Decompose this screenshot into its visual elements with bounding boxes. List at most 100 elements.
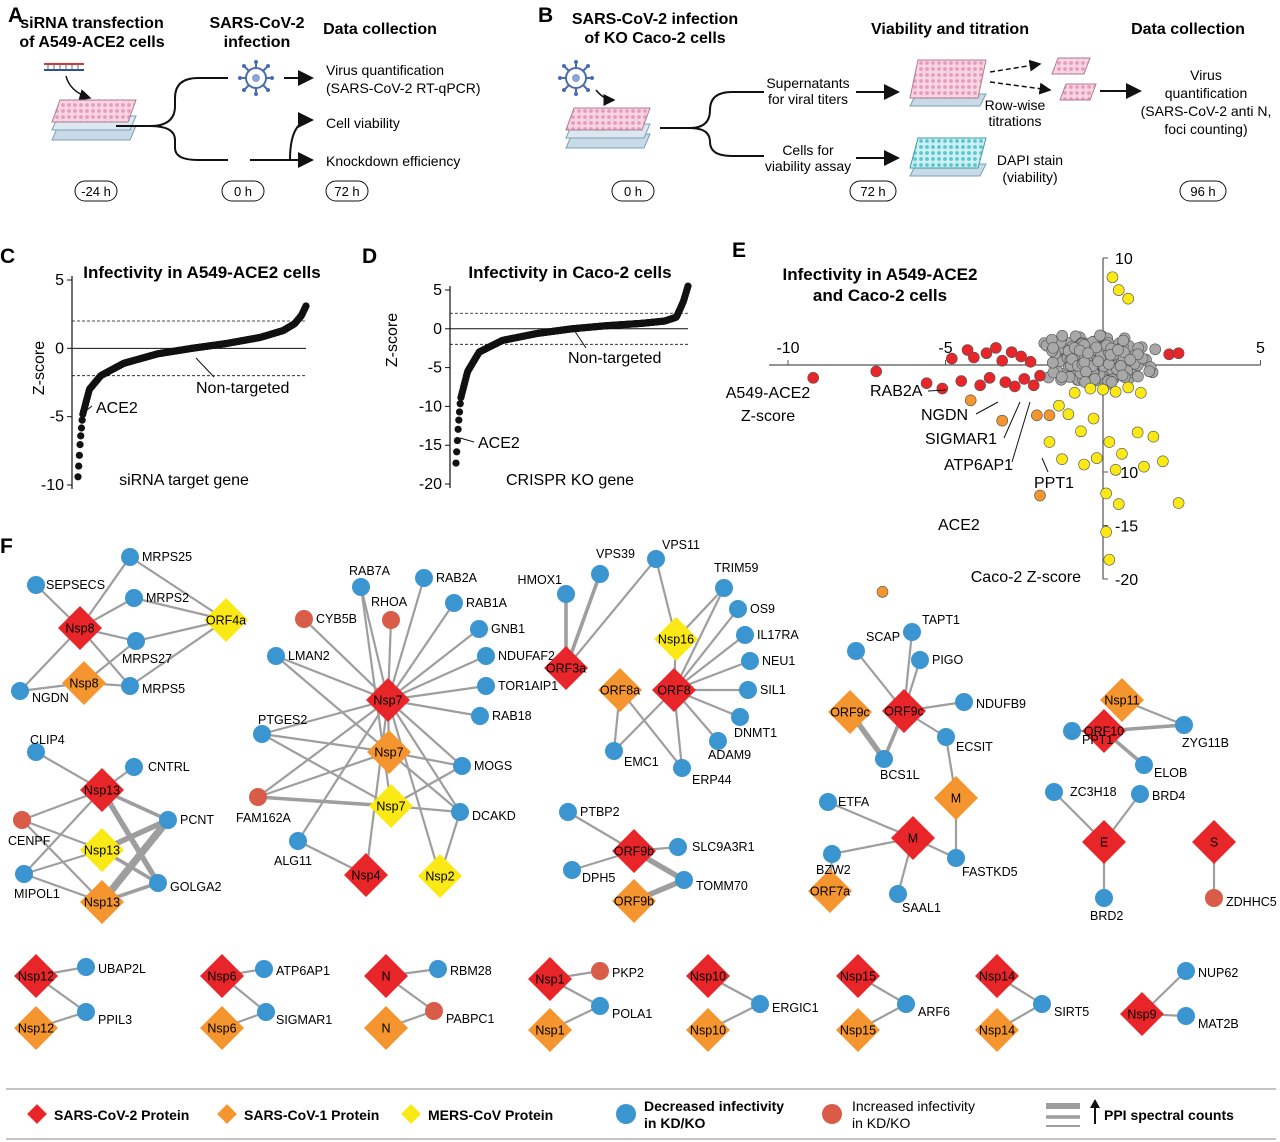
edge-sars2_nsp7-sars2_nsp4 xyxy=(364,699,390,876)
node-emc1: EMC1 xyxy=(605,742,659,769)
yellow-point xyxy=(1112,498,1125,510)
host-gene-circle xyxy=(11,682,29,700)
protein-diamond xyxy=(62,661,106,705)
node-il17ra: IL17RA xyxy=(736,626,799,644)
edge-sars2_nsp7-GNB1 xyxy=(387,628,480,701)
titration-plate-icon xyxy=(909,59,987,107)
host-gene-label: RAB1A xyxy=(466,596,508,610)
host-gene-label: MRPS27 xyxy=(122,652,172,666)
panel-b-step3: Data collection xyxy=(1131,21,1245,38)
host-gene-label: ZDHHC5 xyxy=(1226,895,1277,909)
chart-d-ylabel: Z-score xyxy=(384,313,401,367)
host-gene-label: MRPS25 xyxy=(142,550,192,564)
grey-point xyxy=(1056,371,1068,383)
red-point xyxy=(1034,369,1046,382)
node-sars2_nsp12: Nsp12 xyxy=(14,954,58,998)
red-point xyxy=(990,342,1002,354)
host-gene-circle xyxy=(559,803,577,821)
protein-label: ORF4a xyxy=(206,614,246,628)
host-gene-label: BRD4 xyxy=(1152,789,1185,803)
node-mogs: MOGS xyxy=(453,757,512,775)
host-gene-circle xyxy=(1131,785,1149,803)
yellow-point xyxy=(1172,497,1185,509)
grey-point xyxy=(1080,365,1092,378)
node-sars1_nsp11: Nsp11 xyxy=(1100,678,1144,722)
node-nup62: NUP62 xyxy=(1177,962,1238,980)
grey-point xyxy=(1082,347,1094,359)
edge-mers_orf4a-MRPS5 xyxy=(129,619,227,687)
host-gene-label: GNB1 xyxy=(491,622,525,636)
protein-label: Nsp6 xyxy=(207,1022,236,1036)
grey-point xyxy=(1124,353,1136,366)
panel-b-out-line3: (SARS-CoV-2 anti N, xyxy=(1141,103,1272,119)
node-pkp2: PKP2 xyxy=(591,962,644,980)
protein-label: ORF8a xyxy=(600,684,640,698)
node-brd2: BRD2 xyxy=(1090,889,1123,923)
node-sars2_nsp8: Nsp8 xyxy=(58,606,102,650)
node-mers_nsp13: Nsp13 xyxy=(80,828,124,872)
chart-d-xlabel: CRISPR KO gene xyxy=(506,472,634,489)
yellow-point xyxy=(1138,460,1150,473)
data-point xyxy=(684,282,692,290)
yellow-point xyxy=(1131,426,1144,439)
node-mrps27: MRPS27 xyxy=(122,632,172,666)
virus-icon xyxy=(237,59,275,97)
y-tick-label: 10 xyxy=(1115,251,1133,268)
chart-d-nontargeted-label: Non-targeted xyxy=(568,350,661,367)
host-gene-circle xyxy=(557,585,575,603)
host-gene-circle xyxy=(823,845,841,863)
host-gene-label: ETFA xyxy=(838,795,870,809)
protein-diamond xyxy=(828,690,872,734)
legend-decreased-line1: Decreased infectivity xyxy=(644,1098,784,1114)
host-gene-circle xyxy=(751,995,769,1013)
node-hmox1: HMOX1 xyxy=(518,573,575,603)
host-gene-circle xyxy=(937,728,955,746)
grey-point xyxy=(1047,342,1059,354)
host-gene-label: ERP44 xyxy=(692,773,732,787)
panel-b-step1-line1: SARS-CoV-2 infection xyxy=(572,11,738,28)
edge-sars2_orf3a-VPS11 xyxy=(565,558,657,669)
host-gene-label: SIGMAR1 xyxy=(276,1013,332,1027)
host-gene-label: NDUFAF2 xyxy=(498,649,555,663)
host-gene-circle xyxy=(739,681,757,699)
panel-a-letter: A xyxy=(8,4,23,27)
host-gene-label: TAPT1 xyxy=(922,613,960,627)
panel-b-branch1-line1: Supernatants xyxy=(766,75,849,91)
red-point xyxy=(1018,373,1031,385)
orange-point-ace2 xyxy=(876,586,889,598)
host-gene-circle xyxy=(563,861,581,879)
up-arrow-icon xyxy=(1090,1099,1100,1124)
host-gene-label: UBAP2L xyxy=(98,962,146,976)
host-gene-circle xyxy=(267,647,285,665)
chart-e-callouts: RAB2A NGDN SIGMAR1 ATP6AP1 PPT1 ACE2 xyxy=(870,383,1074,534)
chart-e-title-line2: and Caco-2 cells xyxy=(813,286,947,305)
node-dph5: DPH5 xyxy=(563,861,615,885)
panel-d: D Infectivity in Caco-2 cells Z-score CR… xyxy=(362,245,692,493)
grey-point xyxy=(1056,329,1069,342)
node-mrps25: MRPS25 xyxy=(121,548,192,566)
node-os9: OS9 xyxy=(729,600,775,618)
host-gene-label: TOR1AIP1 xyxy=(498,679,558,693)
data-point xyxy=(77,432,85,440)
host-gene-label: ERGIC1 xyxy=(772,1001,819,1015)
host-gene-label: BRD2 xyxy=(1090,909,1123,923)
panel-b-letter: B xyxy=(538,4,553,27)
callout-ngdn: NGDN xyxy=(921,407,968,424)
host-gene-circle xyxy=(289,832,307,850)
host-gene-label: RHOA xyxy=(371,595,408,609)
host-gene-circle xyxy=(1205,889,1223,907)
node-bcs1l: BCS1L xyxy=(875,750,920,782)
host-gene-circle xyxy=(736,626,754,644)
chart-c-xlabel: siRNA target gene xyxy=(119,472,249,489)
legend-mers-label: MERS-CoV Protein xyxy=(428,1107,553,1123)
protein-label: ORF10 xyxy=(1084,725,1124,739)
network-nodes: Nsp8 Nsp8 ORF4a SEPSECS MRPS25 MRPS2 MRPS27 MRP… xyxy=(8,538,1277,1052)
edge-mers_nsp7-PTGES2 xyxy=(261,733,392,807)
red-point xyxy=(999,376,1012,388)
host-gene-circle xyxy=(453,757,471,775)
protein-diamond xyxy=(544,646,588,690)
node-sars1_nsp6: Nsp6 xyxy=(200,1006,244,1050)
node-sars2_nsp6: Nsp6 xyxy=(200,954,244,998)
host-gene-circle xyxy=(77,958,95,976)
time-b-1: 0 h xyxy=(624,184,642,199)
